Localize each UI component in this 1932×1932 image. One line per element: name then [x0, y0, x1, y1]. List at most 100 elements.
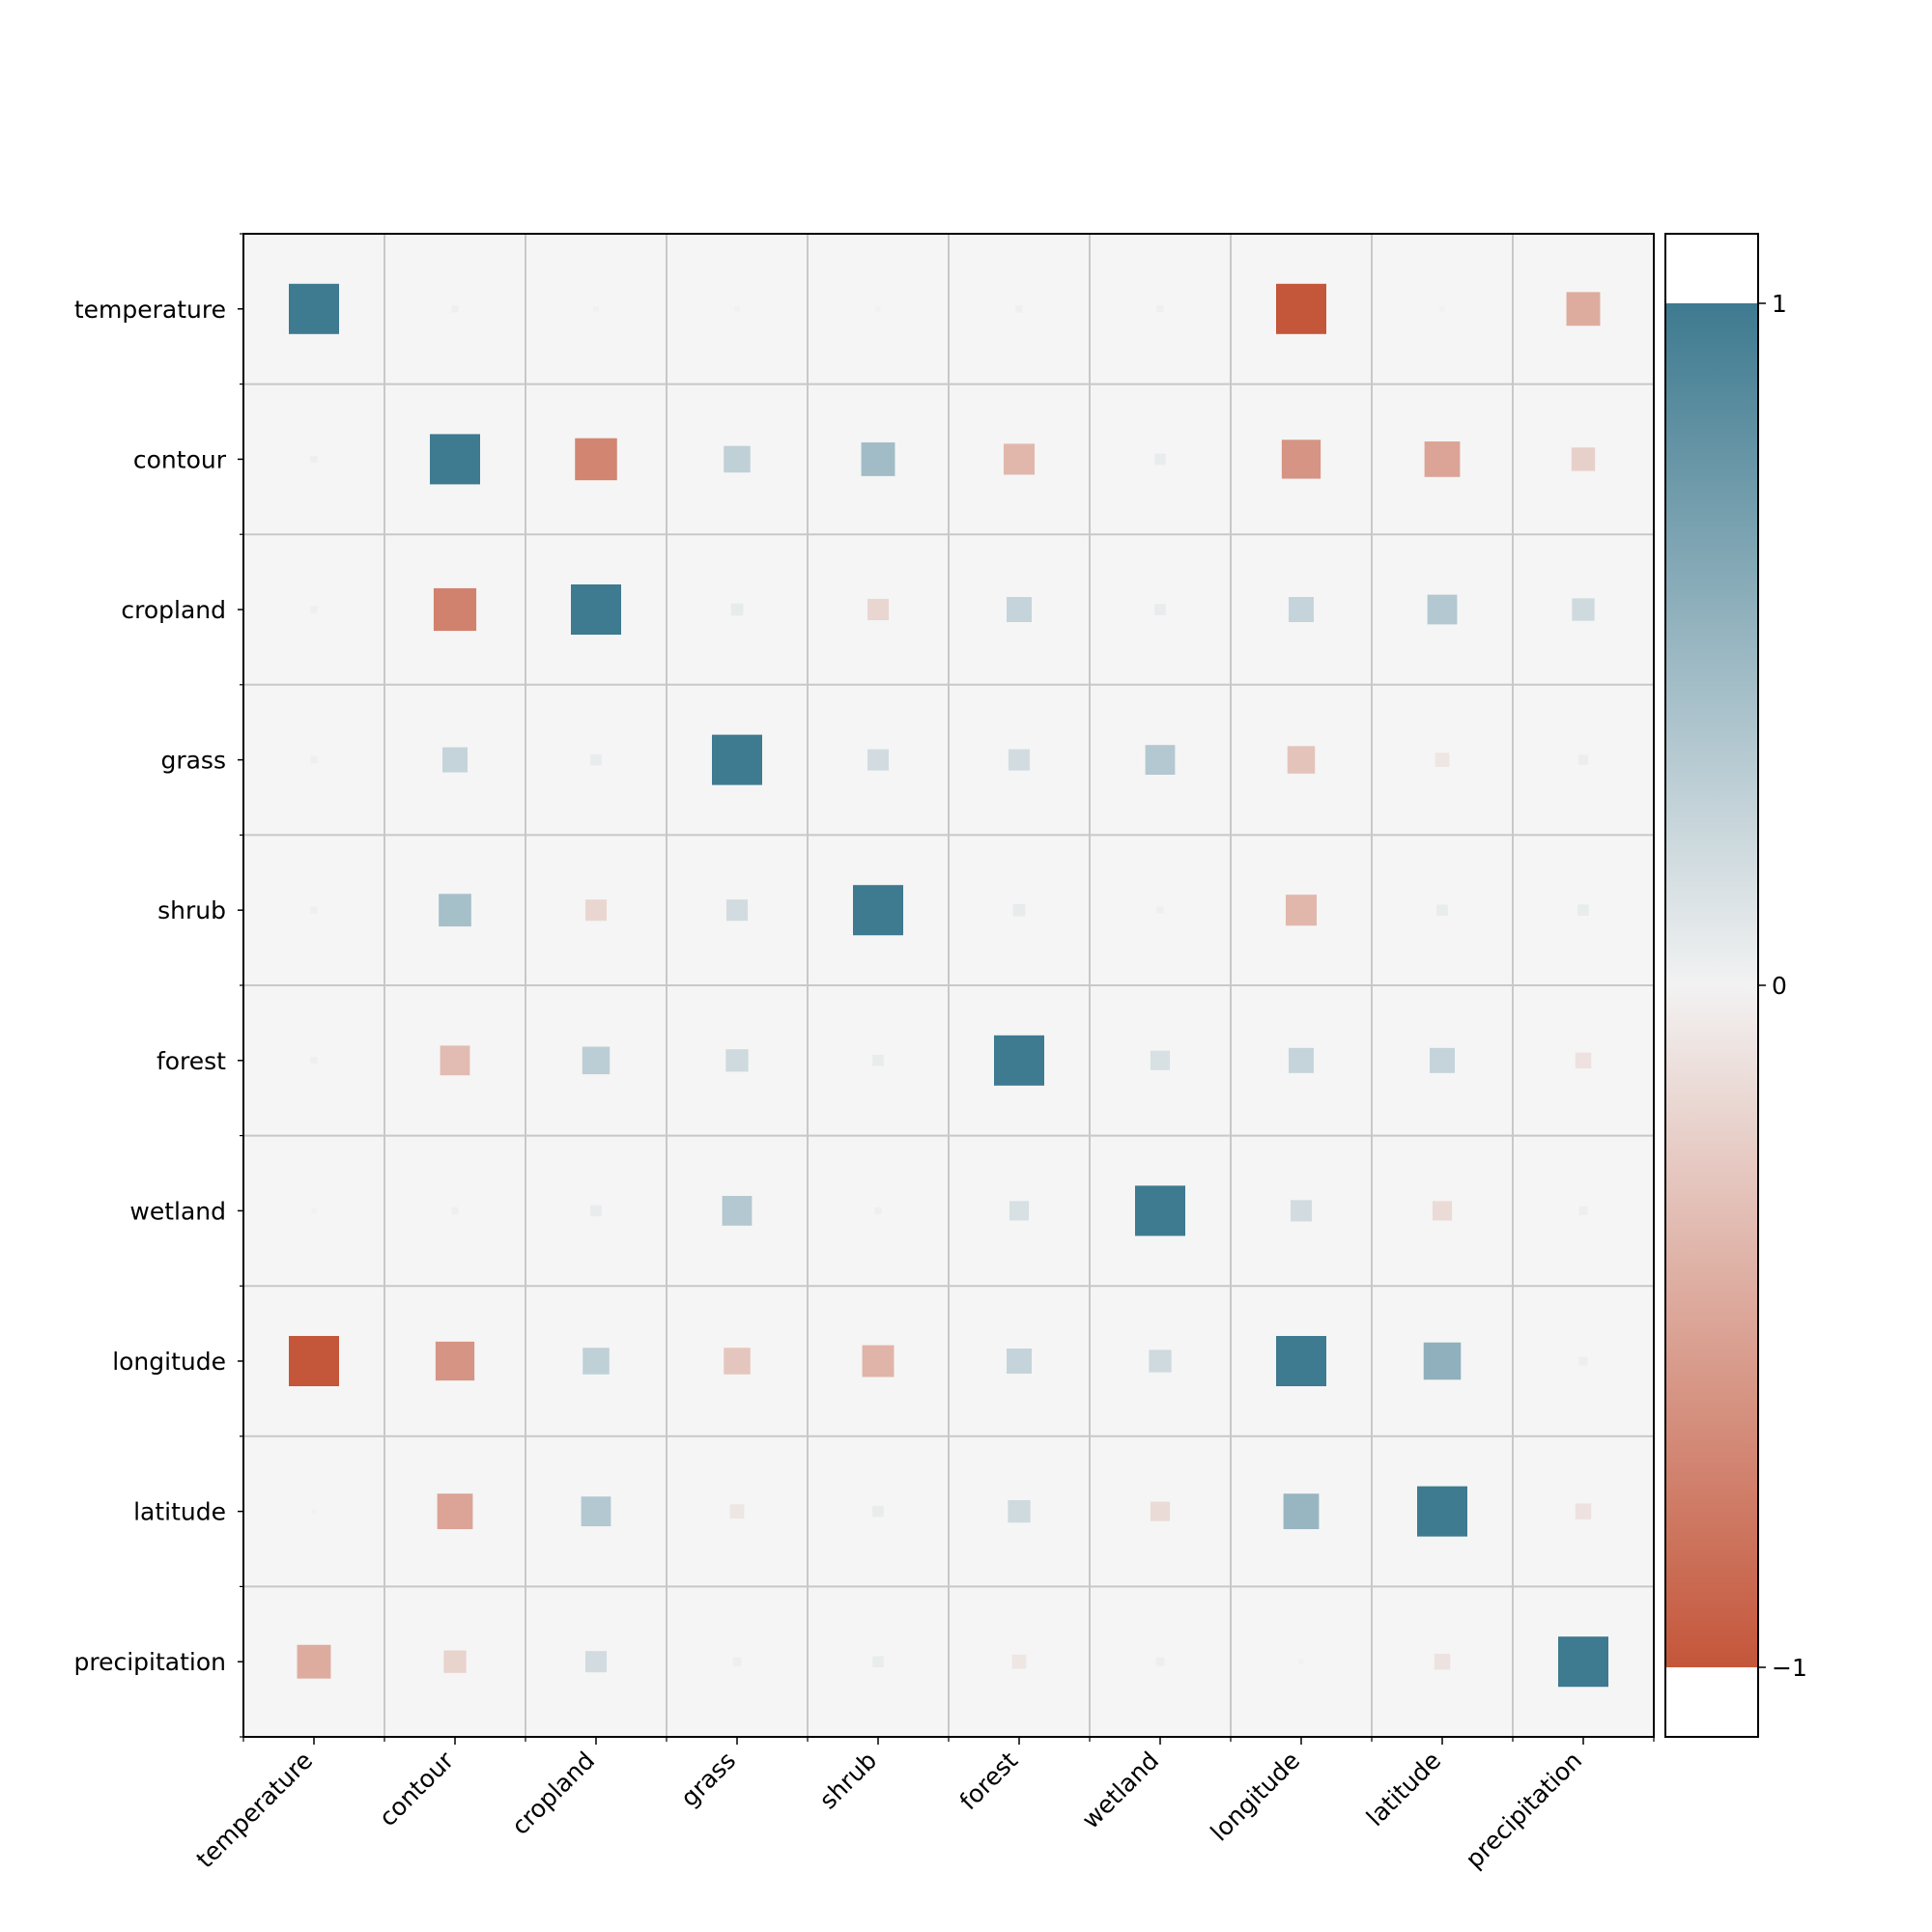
y-tick-label-temperature: temperature — [74, 296, 226, 324]
y-tick-label-cropland: cropland — [121, 596, 226, 624]
heatmap-cell-grass-grass — [712, 734, 762, 785]
x-tick-label-temperature: temperature — [191, 1747, 319, 1874]
heatmap-cell-forest-contour — [440, 1045, 470, 1076]
x-tick-label-precipitation: precipitation — [1460, 1747, 1587, 1874]
heatmap-cell-contour-wetland — [1154, 453, 1166, 466]
heatmap-cell-temperature-longitude — [1276, 283, 1326, 334]
heatmap-cell-shrub-shrub — [853, 885, 903, 936]
heatmap-cell-longitude-wetland — [1149, 1350, 1172, 1373]
heatmap-cell-grass-wetland — [1145, 745, 1176, 775]
heatmap-cell-precipitation-forest — [1011, 1654, 1027, 1669]
heatmap-cell-temperature-cropland — [593, 306, 599, 312]
heatmap-cell-precipitation-precipitation — [1558, 1636, 1608, 1688]
heatmap-cell-contour-contour — [430, 434, 480, 485]
heatmap-cell-cropland-temperature — [310, 606, 318, 613]
heatmap-cell-shrub-temperature — [310, 906, 318, 914]
heatmap-cell-precipitation-cropland — [584, 1651, 608, 1673]
heatmap-cell-forest-grass — [725, 1049, 749, 1072]
heatmap-cell-precipitation-longitude — [1298, 1659, 1304, 1664]
heatmap-cell-precipitation-wetland — [1155, 1657, 1165, 1666]
x-tick-label-latitude: latitude — [1361, 1747, 1446, 1832]
heatmap-cell-grass-precipitation — [1577, 754, 1589, 765]
heatmap-cell-temperature-precipitation — [1566, 292, 1601, 327]
heatmap-cell-cropland-latitude — [1427, 594, 1458, 625]
heatmap-cell-cropland-cropland — [571, 584, 621, 635]
heatmap-cell-forest-precipitation — [1575, 1052, 1592, 1069]
x-axis: temperature contour cropland grass shrub fore… — [191, 1737, 1655, 1874]
y-tick-label-longitude: longitude — [112, 1348, 226, 1376]
heatmap-cell-shrub-grass — [725, 899, 749, 922]
heatmap-cell-forest-latitude — [1430, 1047, 1455, 1073]
y-tick-label-wetland: wetland — [129, 1197, 226, 1225]
x-tick-label-cropland: cropland — [506, 1747, 600, 1840]
heatmap-cell-latitude-latitude — [1417, 1486, 1467, 1537]
x-tick-label-shrub: shrub — [814, 1747, 883, 1815]
colorbar: 1 0 −1 — [1664, 233, 1807, 1738]
colorbar-gradient — [1665, 303, 1758, 1667]
heatmap-cell-cropland-forest — [1007, 597, 1032, 622]
heatmap-cell-wetland-cropland — [590, 1205, 602, 1217]
y-tick-label-contour: contour — [133, 445, 227, 473]
heatmap-cell-longitude-precipitation — [1578, 1356, 1588, 1366]
heatmap-cell-longitude-longitude — [1276, 1336, 1326, 1386]
heatmap-cells — [289, 283, 1608, 1688]
heatmap-cell-cropland-wetland — [1154, 604, 1166, 615]
heatmap-cell-contour-grass — [724, 445, 751, 473]
heatmap-cell-precipitation-shrub — [872, 1656, 884, 1668]
heatmap-cell-shrub-forest — [1012, 903, 1026, 917]
heatmap-cell-temperature-contour — [451, 305, 459, 313]
heatmap-cell-latitude-temperature — [311, 1509, 317, 1515]
heatmap-cell-wetland-longitude — [1290, 1200, 1313, 1222]
heatmap-cell-wetland-grass — [722, 1196, 753, 1226]
heatmap-cell-contour-forest — [1003, 443, 1036, 475]
heatmap-cell-forest-forest — [994, 1035, 1044, 1086]
y-axis: temperature contour cropland grass shrub fore… — [74, 233, 243, 1738]
heatmap-cell-shrub-precipitation — [1577, 904, 1589, 917]
heatmap-cell-latitude-grass — [729, 1504, 745, 1519]
y-tick-label-grass: grass — [160, 747, 226, 775]
heatmap-cell-latitude-contour — [437, 1493, 473, 1529]
colorbar-tick-label: 0 — [1772, 972, 1787, 1000]
heatmap-cell-temperature-shrub — [875, 306, 881, 312]
heatmap-cell-wetland-precipitation — [1578, 1206, 1588, 1215]
colorbar-tick-label: −1 — [1772, 1654, 1807, 1682]
heatmap-cell-forest-wetland — [1150, 1050, 1171, 1070]
heatmap-cell-cropland-contour — [433, 587, 477, 632]
heatmap-cell-longitude-contour — [435, 1341, 475, 1381]
heatmap-cell-forest-longitude — [1289, 1047, 1314, 1073]
heatmap-cell-shrub-latitude — [1436, 904, 1448, 917]
heatmap-cell-contour-temperature — [310, 455, 318, 464]
heatmap-cell-grass-shrub — [867, 749, 890, 771]
heatmap-cell-cropland-longitude — [1289, 597, 1314, 622]
heatmap-cell-latitude-shrub — [872, 1505, 884, 1518]
heatmap-cell-temperature-wetland — [1156, 305, 1164, 313]
y-tick-label-latitude: latitude — [133, 1498, 226, 1526]
heatmap-cell-longitude-grass — [724, 1348, 751, 1375]
heatmap-cell-wetland-wetland — [1135, 1185, 1185, 1236]
heatmap-cell-shrub-cropland — [584, 899, 608, 922]
heatmap-cell-forest-shrub — [872, 1054, 884, 1066]
heatmap-cell-longitude-latitude — [1423, 1342, 1462, 1380]
x-tick-label-grass: grass — [675, 1747, 741, 1812]
heatmap-cell-grass-latitude — [1435, 753, 1450, 767]
heatmap-cell-grass-longitude — [1287, 746, 1316, 774]
heatmap-cell-wetland-latitude — [1432, 1201, 1453, 1221]
heatmap-cell-cropland-grass — [730, 603, 744, 616]
heatmap-cell-contour-cropland — [575, 438, 617, 481]
x-tick-label-wetland: wetland — [1076, 1747, 1164, 1834]
heatmap-cell-latitude-longitude — [1283, 1493, 1320, 1529]
heatmap-cell-wetland-temperature — [311, 1208, 317, 1213]
heatmap-cell-contour-latitude — [1424, 441, 1461, 477]
heatmap-cell-shrub-contour — [439, 894, 471, 927]
y-tick-label-precipitation: precipitation — [74, 1648, 227, 1676]
heatmap-cell-grass-contour — [442, 747, 468, 773]
heatmap-cell-precipitation-grass — [732, 1657, 742, 1666]
heatmap-cell-temperature-temperature — [289, 283, 339, 334]
heatmap-cell-longitude-temperature — [289, 1336, 339, 1386]
heatmap-cell-forest-cropland — [582, 1046, 611, 1075]
heatmap-cell-latitude-forest — [1008, 1499, 1031, 1523]
heatmap-cell-shrub-longitude — [1285, 895, 1318, 926]
heatmap-cell-contour-precipitation — [1571, 447, 1596, 471]
heatmap-cell-precipitation-contour — [443, 1650, 467, 1673]
